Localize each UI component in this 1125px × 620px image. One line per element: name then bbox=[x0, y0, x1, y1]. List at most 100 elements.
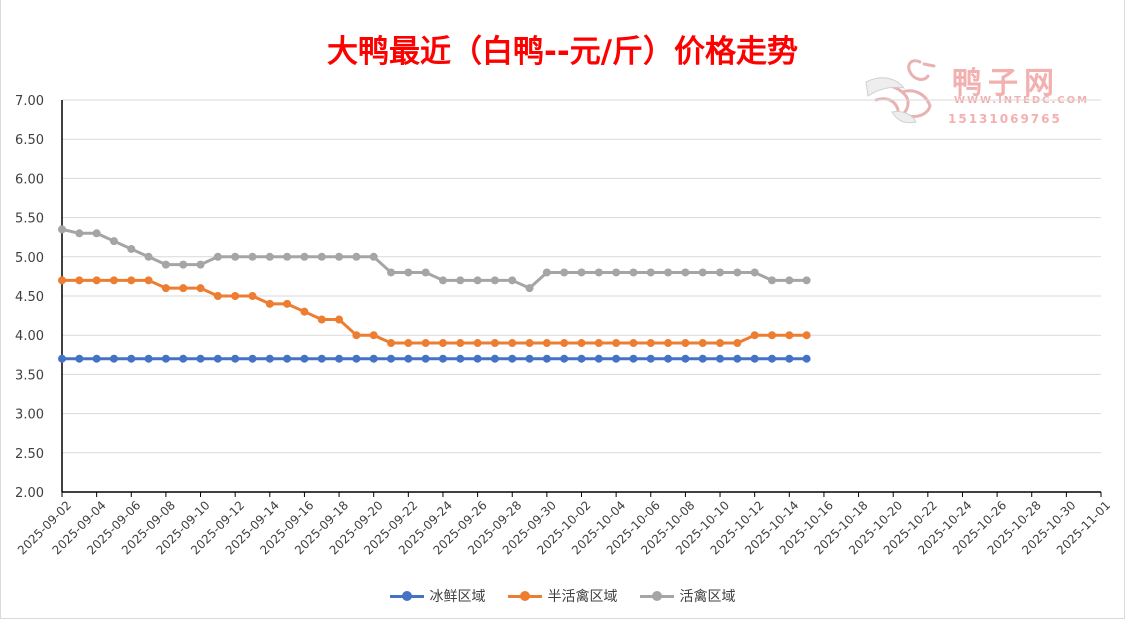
data-point bbox=[300, 252, 309, 261]
y-tick-label: 3.00 bbox=[15, 408, 44, 423]
data-point bbox=[716, 354, 725, 363]
data-point bbox=[317, 315, 326, 324]
data-point bbox=[456, 354, 465, 363]
data-point bbox=[387, 354, 396, 363]
series-1 bbox=[58, 276, 811, 348]
data-point bbox=[750, 331, 759, 340]
data-point bbox=[109, 276, 118, 285]
data-point bbox=[785, 276, 794, 285]
data-point bbox=[594, 354, 603, 363]
series-line bbox=[61, 227, 807, 290]
data-point bbox=[560, 339, 569, 348]
data-point bbox=[265, 299, 274, 308]
y-tick-label: 4.50 bbox=[15, 290, 44, 305]
series-2 bbox=[58, 225, 811, 293]
y-tick-label: 7.00 bbox=[15, 94, 44, 109]
data-point bbox=[490, 339, 499, 348]
data-point bbox=[750, 354, 759, 363]
data-point bbox=[161, 284, 170, 293]
data-point bbox=[144, 276, 153, 285]
data-point bbox=[716, 268, 725, 277]
data-point bbox=[612, 268, 621, 277]
data-point bbox=[369, 331, 378, 340]
data-point bbox=[698, 354, 707, 363]
data-point bbox=[681, 354, 690, 363]
data-point bbox=[300, 354, 309, 363]
data-point bbox=[490, 354, 499, 363]
y-tick-label: 5.00 bbox=[15, 251, 44, 266]
data-point bbox=[127, 276, 136, 285]
data-point bbox=[283, 354, 292, 363]
data-point bbox=[750, 268, 759, 277]
data-point bbox=[508, 339, 517, 348]
data-point bbox=[767, 354, 776, 363]
data-point bbox=[594, 268, 603, 277]
data-point bbox=[144, 354, 153, 363]
legend-label: 半活禽区域 bbox=[547, 589, 618, 605]
data-point bbox=[525, 284, 534, 293]
data-point bbox=[473, 339, 482, 348]
data-point bbox=[438, 354, 447, 363]
data-point bbox=[664, 339, 673, 348]
legend-swatch-orange bbox=[507, 590, 542, 602]
data-point bbox=[213, 292, 222, 300]
data-point bbox=[179, 284, 188, 293]
legend-item-ice-fresh: 冰鲜区域 bbox=[389, 586, 486, 606]
legend-swatch-blue bbox=[389, 590, 424, 602]
data-point bbox=[733, 339, 742, 348]
duck-logo-icon bbox=[865, 59, 936, 124]
data-point bbox=[802, 276, 811, 285]
data-point bbox=[335, 252, 344, 261]
data-point bbox=[716, 339, 725, 348]
data-point bbox=[785, 354, 794, 363]
data-point bbox=[92, 276, 101, 285]
data-point bbox=[248, 252, 257, 261]
data-point bbox=[335, 315, 344, 324]
data-point bbox=[248, 292, 257, 300]
data-point bbox=[612, 339, 621, 348]
data-point bbox=[58, 276, 66, 285]
data-point bbox=[664, 354, 673, 363]
data-point bbox=[698, 339, 707, 348]
series-line bbox=[62, 278, 807, 345]
data-point bbox=[646, 339, 655, 348]
data-point bbox=[196, 260, 205, 269]
data-point bbox=[283, 252, 292, 261]
data-point bbox=[767, 276, 776, 285]
data-point bbox=[387, 268, 396, 277]
data-point bbox=[577, 268, 586, 277]
data-point bbox=[802, 354, 811, 363]
data-point bbox=[265, 252, 274, 261]
data-point bbox=[733, 354, 742, 363]
series-0 bbox=[58, 354, 811, 363]
data-point bbox=[767, 331, 776, 340]
data-point bbox=[283, 299, 292, 308]
data-point bbox=[335, 354, 344, 363]
data-point bbox=[352, 252, 361, 261]
data-point bbox=[594, 339, 603, 348]
data-point bbox=[802, 331, 811, 340]
data-point bbox=[646, 268, 655, 277]
data-point bbox=[127, 354, 136, 363]
data-point bbox=[525, 354, 534, 363]
data-point bbox=[127, 244, 136, 253]
y-tick-label: 5.50 bbox=[15, 212, 44, 227]
data-point bbox=[525, 339, 534, 348]
data-point bbox=[75, 229, 84, 238]
data-point bbox=[508, 354, 517, 363]
data-point bbox=[248, 354, 257, 363]
data-point bbox=[109, 354, 118, 363]
line-chart: 7.00 6.50 6.00 5.50 5.00 4.50 4.00 3.50 3.00 2.50… bbox=[15, 94, 1113, 557]
x-axis-ticks: 2025-09-022025-09-042025-09-062025-09-08… bbox=[15, 492, 1113, 557]
data-point bbox=[196, 354, 205, 363]
data-point bbox=[75, 276, 84, 285]
data-point bbox=[144, 252, 153, 261]
data-point bbox=[473, 276, 482, 285]
legend-label: 活禽区域 bbox=[679, 589, 736, 605]
y-tick-label: 2.50 bbox=[15, 447, 44, 462]
data-point bbox=[404, 354, 413, 363]
watermark-name: 鸭子网 bbox=[952, 66, 1060, 101]
data-point bbox=[664, 268, 673, 277]
legend-label: 冰鲜区域 bbox=[429, 589, 486, 605]
data-point bbox=[109, 237, 118, 246]
